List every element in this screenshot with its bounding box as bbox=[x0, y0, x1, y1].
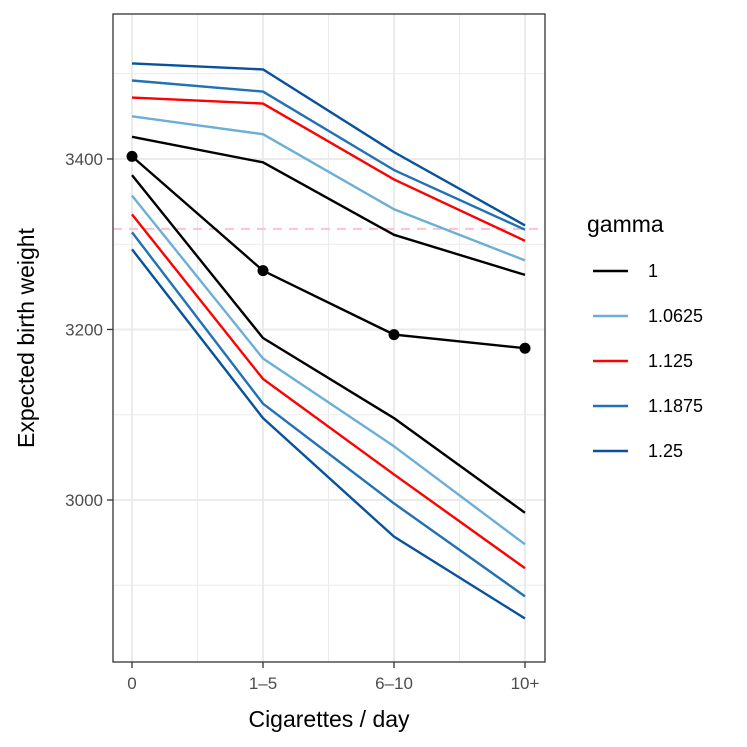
x-axis: 0 1–5 6–10 10+ bbox=[127, 662, 539, 693]
y-tick-label: 3000 bbox=[65, 491, 103, 510]
point-estimate-marker bbox=[126, 150, 138, 162]
legend: gamma 1 1.0625 1.125 1.1875 1.25 bbox=[587, 211, 703, 461]
series-line-1-1875-upper bbox=[131, 79, 526, 231]
series-line-1-0625-lower bbox=[131, 194, 526, 546]
series-line-1-125-upper bbox=[131, 96, 526, 242]
grid-minor bbox=[113, 14, 545, 662]
legend-label: 1 bbox=[648, 261, 658, 281]
point-estimate-marker bbox=[388, 329, 400, 341]
series-line-1-25-lower bbox=[131, 248, 526, 620]
legend-label: 1.0625 bbox=[648, 306, 703, 326]
series-line-1-lower bbox=[131, 174, 526, 514]
panel-border bbox=[112, 13, 546, 663]
point-estimate-layer bbox=[126, 150, 531, 354]
point-estimate-marker bbox=[257, 265, 269, 277]
legend-label: 1.25 bbox=[648, 441, 683, 461]
series-line-1-125-lower bbox=[131, 213, 526, 570]
grid-major bbox=[113, 14, 545, 662]
x-tick-label: 10+ bbox=[511, 674, 540, 693]
series-line-1-25-upper bbox=[131, 62, 526, 227]
y-axis: 3000 3200 3400 bbox=[65, 150, 113, 510]
series-line-1-upper bbox=[131, 135, 526, 277]
y-tick-label: 3200 bbox=[65, 320, 103, 339]
legend-label: 1.1875 bbox=[648, 396, 703, 416]
x-axis-title: Cigarettes / day bbox=[248, 706, 410, 732]
point-estimate-line bbox=[131, 155, 526, 350]
series-line-1-0625-upper bbox=[131, 115, 526, 262]
y-tick-label: 3400 bbox=[65, 150, 103, 169]
legend-title: gamma bbox=[587, 211, 664, 237]
series-line-1-1875-lower bbox=[131, 231, 526, 598]
series-layer bbox=[131, 62, 526, 620]
point-estimate-marker bbox=[519, 342, 531, 354]
x-tick-label: 0 bbox=[127, 674, 136, 693]
legend-label: 1.125 bbox=[648, 351, 693, 371]
x-tick-label: 6–10 bbox=[375, 674, 413, 693]
y-axis-title: Expected birth weight bbox=[13, 227, 39, 448]
x-tick-label: 1–5 bbox=[249, 674, 277, 693]
